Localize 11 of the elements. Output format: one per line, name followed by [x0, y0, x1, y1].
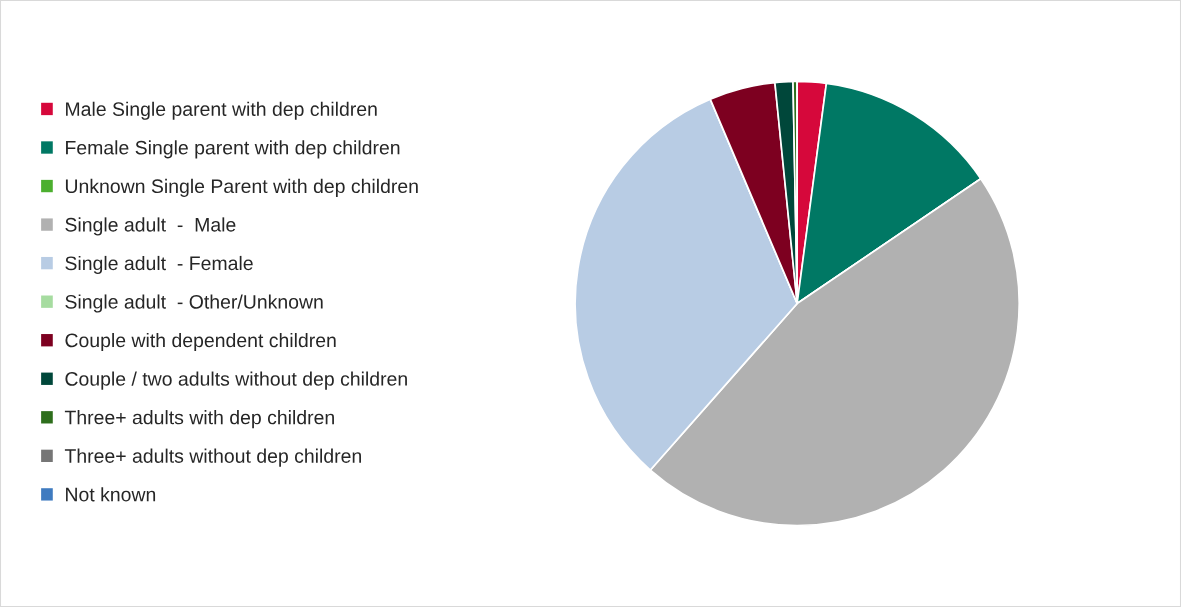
legend-label: Not known: [66, 487, 156, 502]
legend-label: Unknown Single Parent with dep children: [65, 178, 418, 197]
legend-label: Couple / two adults without dep children: [65, 371, 407, 390]
legend-label: Three+ adults without dep children: [64, 448, 361, 467]
legend-label: Couple with dependent children: [65, 332, 336, 352]
legend-label: Single adult - Other/Unknown: [65, 294, 323, 313]
legend-label: Single adult - Male: [65, 217, 236, 236]
legend-label: Three+ adults with dep children: [64, 410, 334, 429]
legend-label: Male Single parent with dep children: [66, 101, 377, 120]
legend-label: Single adult - Female: [65, 255, 253, 275]
legend-label: Female Single parent with dep children: [66, 140, 400, 159]
